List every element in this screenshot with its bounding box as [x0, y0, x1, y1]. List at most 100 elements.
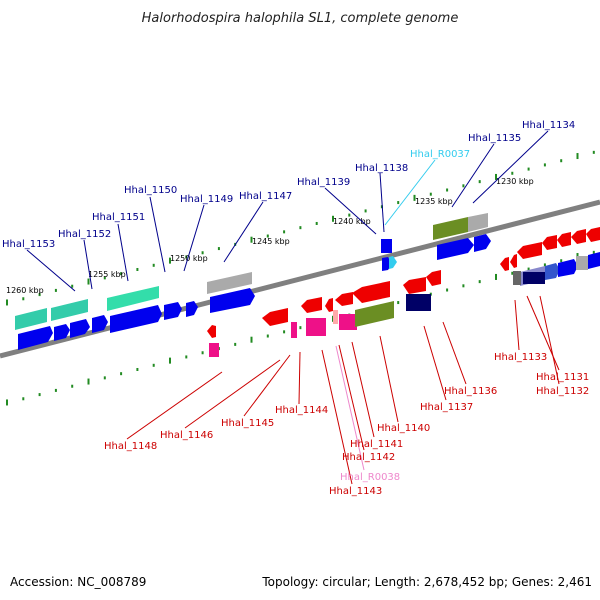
tick-mark	[169, 357, 171, 364]
gene-feature	[209, 343, 219, 357]
tick-mark	[71, 284, 74, 288]
tick-mark	[217, 247, 220, 251]
rna-label[interactable]: Hhal_R0038	[340, 472, 400, 483]
tick-mark	[478, 280, 481, 284]
gene-feature	[542, 235, 557, 250]
tick-mark	[462, 284, 465, 288]
gene-feature	[306, 318, 326, 336]
gene-label[interactable]: Hhal_1145	[221, 418, 274, 429]
tick-mark	[136, 367, 139, 371]
gene-feature	[210, 288, 255, 313]
tick-mark	[87, 278, 90, 285]
tick-mark	[560, 259, 563, 263]
gene-label[interactable]: Hhal_1141	[350, 439, 403, 450]
gene-label[interactable]: Hhal_1150	[124, 185, 177, 196]
tick-mark	[54, 288, 57, 292]
gene-feature	[523, 272, 545, 284]
gene-label[interactable]: Hhal_1148	[104, 441, 157, 452]
scale-label-1240: 1240 kbp	[333, 217, 371, 226]
tick-mark	[38, 293, 41, 297]
gene-feature	[557, 232, 571, 247]
gene-feature	[406, 294, 431, 311]
gene-feature	[571, 229, 586, 244]
tick-mark	[6, 299, 8, 306]
tick-mark	[592, 150, 595, 154]
gene-label[interactable]: Hhal_1153	[2, 239, 55, 250]
tick-mark	[462, 184, 465, 188]
tick-mark	[478, 180, 481, 184]
gene-label[interactable]: Hhal_1140	[377, 423, 430, 434]
gene-label[interactable]: Hhal_1144	[275, 405, 328, 416]
gene-label[interactable]: Hhal_1152	[58, 229, 111, 240]
tick-mark	[266, 234, 269, 238]
tick-mark	[234, 342, 237, 346]
tick-mark	[250, 236, 253, 243]
gene-feature	[576, 256, 588, 270]
gene-label[interactable]: Hhal_1147	[239, 191, 292, 202]
rna-feature	[333, 310, 338, 324]
gene-feature	[381, 239, 392, 253]
gene-feature	[51, 299, 88, 321]
gene-feature	[207, 272, 252, 294]
tick-mark	[103, 276, 106, 280]
accession-text: Accession: NC_008789	[10, 575, 146, 589]
tick-mark	[527, 167, 530, 171]
scale-ticks	[6, 150, 595, 406]
tick-mark	[576, 153, 579, 160]
tick-mark	[136, 267, 139, 271]
gene-feature	[352, 281, 390, 303]
gene-feature	[586, 227, 600, 242]
tick-mark	[169, 257, 171, 264]
gene-feature	[558, 259, 578, 277]
gene-label[interactable]: Hhal_1142	[342, 452, 395, 463]
gene-feature	[301, 297, 322, 313]
gene-feature	[186, 301, 198, 317]
tick-mark	[299, 226, 302, 230]
gene-feature	[291, 322, 297, 338]
gene-label[interactable]: Hhal_1136	[444, 386, 497, 397]
gene-label[interactable]: Hhal_1132	[536, 386, 589, 397]
gene-label[interactable]: Hhal_1133	[494, 352, 547, 363]
gene-feature	[92, 315, 108, 333]
gene-feature	[110, 305, 162, 333]
rna-label[interactable]: Hhal_R0037	[410, 149, 470, 160]
scale-label-1250: 1250 kbp	[170, 254, 208, 263]
gene-feature	[545, 263, 560, 280]
gene-label[interactable]: Hhal_1135	[468, 133, 521, 144]
tick-mark	[201, 251, 204, 255]
tick-mark	[495, 273, 497, 280]
gene-label[interactable]: Hhal_1134	[522, 120, 575, 131]
gene-feature	[433, 217, 468, 240]
tick-mark	[87, 378, 90, 385]
tick-mark	[71, 384, 74, 388]
tick-mark	[201, 351, 204, 355]
scale-label-1245: 1245 kbp	[252, 237, 290, 246]
gene-label[interactable]: Hhal_1139	[297, 177, 350, 188]
gene-feature	[468, 213, 488, 232]
tick-mark	[511, 271, 514, 275]
tick-mark	[266, 334, 269, 338]
gene-label[interactable]: Hhal_1137	[420, 402, 473, 413]
gene-label[interactable]: Hhal_1143	[329, 486, 382, 497]
tick-mark	[103, 376, 106, 380]
tick-mark	[54, 388, 57, 392]
gene-label[interactable]: Hhal_1138	[355, 163, 408, 174]
tick-mark	[22, 297, 25, 301]
gene-feature	[325, 298, 333, 312]
tick-mark	[283, 330, 286, 334]
gene-label[interactable]: Hhal_1149	[180, 194, 233, 205]
tick-mark	[397, 201, 400, 205]
gene-label[interactable]: Hhal_1151	[92, 212, 145, 223]
gene-feature	[355, 301, 394, 327]
tick-mark	[332, 215, 334, 222]
label-leader-lines	[26, 130, 560, 485]
tick-mark	[120, 272, 123, 276]
tick-mark	[592, 250, 595, 254]
scale-label-1260: 1260 kbp	[6, 286, 44, 295]
tick-mark	[527, 267, 530, 271]
gene-label[interactable]: Hhal_1146	[160, 430, 213, 441]
gene-label[interactable]: Hhal_1131	[536, 372, 589, 383]
reverse-strand-genes	[207, 227, 600, 357]
tick-mark	[511, 171, 514, 175]
